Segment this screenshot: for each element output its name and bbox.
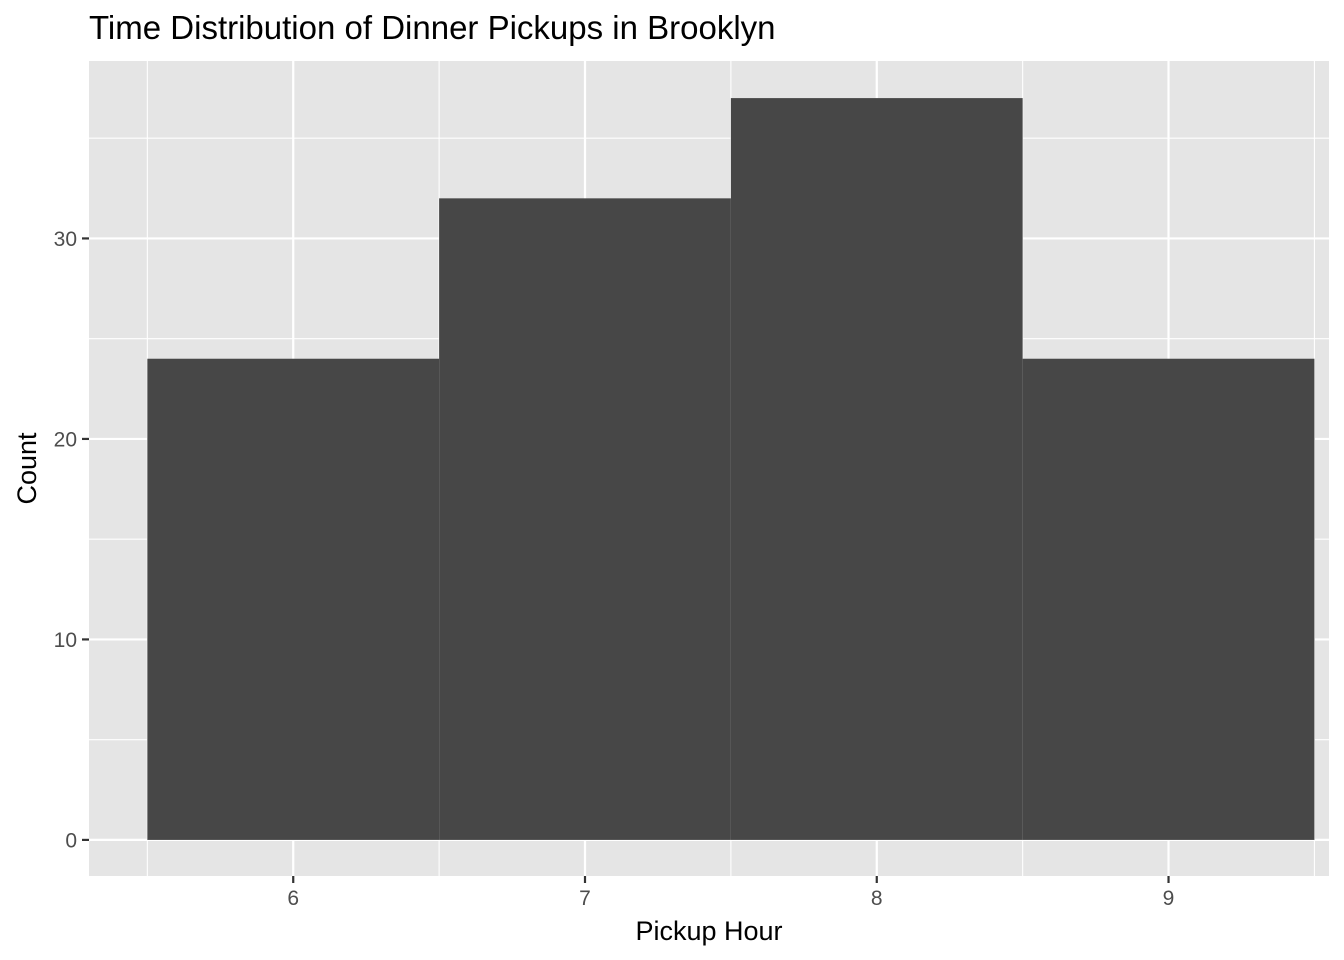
bars <box>147 98 1315 840</box>
bar-6 <box>147 358 440 840</box>
x-tick-label: 9 <box>1163 887 1175 910</box>
x-tick-label: 6 <box>287 887 299 910</box>
x-axis: 6 7 8 9 <box>287 876 1174 910</box>
chart-title: Time Distribution of Dinner Pickups in B… <box>89 9 776 46</box>
bar-9 <box>1022 358 1315 840</box>
y-tick-label: 10 <box>54 629 77 652</box>
x-tick-label: 8 <box>871 887 883 910</box>
x-tick-label: 7 <box>579 887 591 910</box>
y-tick-label: 20 <box>54 428 77 451</box>
x-axis-title: Pickup Hour <box>635 916 782 946</box>
y-tick-label: 30 <box>54 228 77 251</box>
y-axis: 0 10 20 30 <box>54 228 89 852</box>
bar-7 <box>439 198 731 840</box>
y-tick-label: 0 <box>65 829 77 852</box>
bar-8 <box>730 98 1023 840</box>
y-axis-title: Count <box>12 432 42 505</box>
